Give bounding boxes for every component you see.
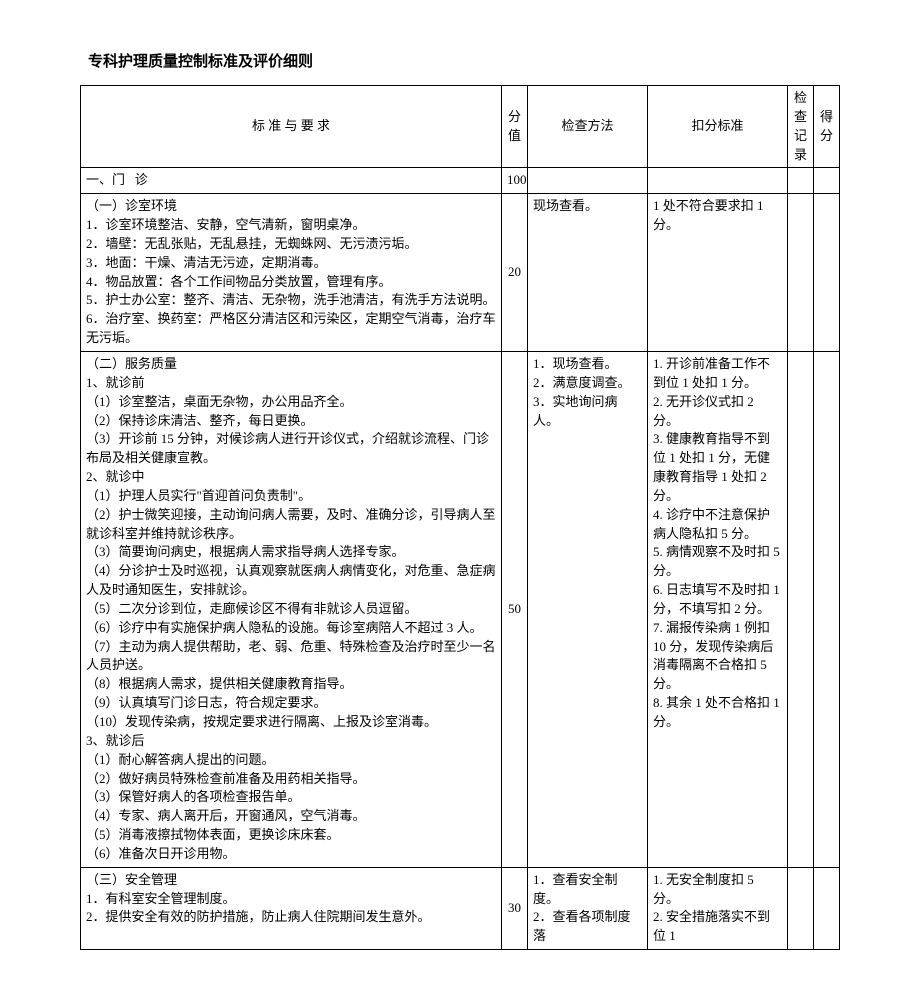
cell-standard: （二）服务质量 1、就诊前 （1）诊室整洁，桌面无杂物，办公用品齐全。 （2）保…: [81, 351, 502, 867]
table-row: （一）诊室环境 1．诊室环境整洁、安静，空气清新，窗明桌净。 2．墙壁：无乱张贴…: [81, 194, 840, 352]
cell-method: 1．现场查看。 2．满意度调查。 3．实地询问病人。: [528, 351, 648, 867]
header-row: 标 准 与 要 求 分值 检查方法 扣分标准 检查记录 得分: [81, 86, 840, 168]
header-deduct: 扣分标准: [648, 86, 788, 168]
cell-final: [814, 351, 840, 867]
cell-method: 1．查看安全制度。 2．查看各项制度落: [528, 867, 648, 949]
cell-deduct: 1. 开诊前准备工作不到位 1 处扣 1 分。 2. 无开诊仪式扣 2 分。 3…: [648, 351, 788, 867]
cell-method: [528, 168, 648, 194]
cell-score: 50: [502, 351, 528, 867]
cell-deduct: 1 处不符合要求扣 1 分。: [648, 194, 788, 352]
cell-score: 20: [502, 194, 528, 352]
cell-deduct: 1. 无安全制度扣 5 分。 2. 安全措施落实不到位 1: [648, 867, 788, 949]
table-row: （二）服务质量 1、就诊前 （1）诊室整洁，桌面无杂物，办公用品齐全。 （2）保…: [81, 351, 840, 867]
cell-standard: （一）诊室环境 1．诊室环境整洁、安静，空气清新，窗明桌净。 2．墙壁：无乱张贴…: [81, 194, 502, 352]
cell-method: 现场查看。: [528, 194, 648, 352]
cell-score: 100: [502, 168, 528, 194]
cell-final: [814, 194, 840, 352]
standards-table: 标 准 与 要 求 分值 检查方法 扣分标准 检查记录 得分 一、门 诊100（…: [80, 85, 840, 950]
table-row: 一、门 诊100: [81, 168, 840, 194]
cell-record: [788, 351, 814, 867]
cell-deduct: [648, 168, 788, 194]
cell-record: [788, 194, 814, 352]
cell-standard: （三）安全管理 1．有科室安全管理制度。 2．提供安全有效的防护措施，防止病人住…: [81, 867, 502, 949]
header-record: 检查记录: [788, 86, 814, 168]
cell-final: [814, 168, 840, 194]
doc-title: 专科护理质量控制标准及评价细则: [80, 50, 840, 71]
cell-standard: 一、门 诊: [81, 168, 502, 194]
header-method: 检查方法: [528, 86, 648, 168]
table-row: （三）安全管理 1．有科室安全管理制度。 2．提供安全有效的防护措施，防止病人住…: [81, 867, 840, 949]
cell-record: [788, 867, 814, 949]
header-score: 分值: [502, 86, 528, 168]
header-final: 得分: [814, 86, 840, 168]
cell-final: [814, 867, 840, 949]
header-standard: 标 准 与 要 求: [81, 86, 502, 168]
cell-record: [788, 168, 814, 194]
cell-score: 30: [502, 867, 528, 949]
